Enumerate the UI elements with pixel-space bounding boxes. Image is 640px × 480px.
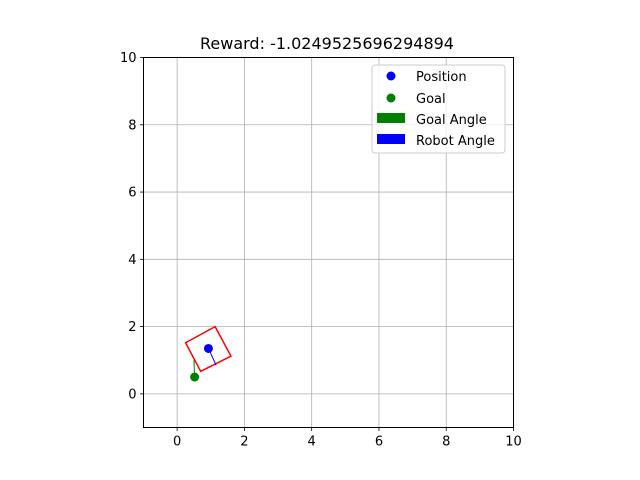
chart-title: Reward: -1.0249525696294894 xyxy=(200,34,454,53)
x-tick-label: 8 xyxy=(442,435,450,450)
y-tick-label: 8 xyxy=(128,118,136,133)
legend-goal-marker xyxy=(386,93,396,103)
axis-ticks: 0 2 4 6 8 10 0 2 4 6 8 10 xyxy=(120,51,522,450)
x-tick-label: 10 xyxy=(505,435,522,450)
plot-frame xyxy=(143,57,514,428)
robot-footprint-box xyxy=(184,325,232,373)
legend-robot-angle-patch xyxy=(377,134,405,144)
legend-label-position: Position xyxy=(416,70,467,85)
legend: Position Goal Goal Angle Robot Angle xyxy=(371,64,506,154)
legend-label-goal: Goal xyxy=(416,92,446,107)
legend-box xyxy=(371,64,506,154)
legend-goal-angle-patch xyxy=(377,113,405,123)
y-tick-label: 4 xyxy=(128,253,136,268)
y-tick-label: 0 xyxy=(128,387,136,402)
x-tick-label: 0 xyxy=(173,435,181,450)
y-tick-label: 2 xyxy=(128,320,136,335)
legend-label-robot-angle: Robot Angle xyxy=(416,134,495,149)
x-tick-label: 6 xyxy=(375,435,383,450)
x-tick-label: 2 xyxy=(240,435,248,450)
legend-position-marker xyxy=(386,71,396,81)
x-tick-label: 4 xyxy=(308,435,316,450)
y-tick-label: 10 xyxy=(120,51,137,66)
goal-point xyxy=(190,372,200,382)
y-tick-label: 6 xyxy=(128,186,136,201)
plot-data xyxy=(184,325,232,382)
position-point xyxy=(203,343,213,353)
legend-label-goal-angle: Goal Angle xyxy=(416,113,487,128)
